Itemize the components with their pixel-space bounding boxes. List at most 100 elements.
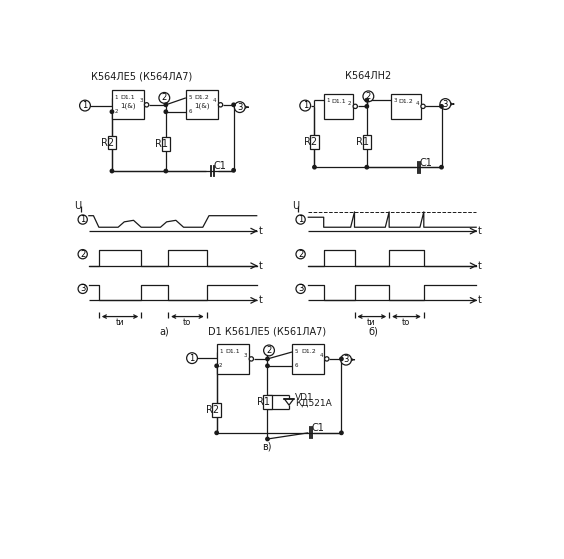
- Text: 5: 5: [294, 349, 298, 354]
- Text: C1: C1: [213, 162, 226, 172]
- Bar: [108, 136, 116, 149]
- Circle shape: [365, 105, 368, 108]
- Text: 3: 3: [80, 285, 85, 293]
- Text: tо: tо: [183, 318, 192, 327]
- Circle shape: [78, 215, 87, 224]
- Text: R2: R2: [303, 137, 317, 147]
- Circle shape: [296, 249, 305, 259]
- Circle shape: [110, 110, 113, 113]
- Text: 1: 1: [190, 354, 195, 363]
- Text: 2: 2: [365, 92, 371, 101]
- Circle shape: [263, 345, 275, 356]
- Circle shape: [365, 98, 368, 102]
- Text: 2: 2: [266, 346, 272, 355]
- Circle shape: [164, 103, 168, 107]
- Text: R1: R1: [356, 137, 369, 147]
- Text: 3: 3: [237, 103, 243, 112]
- Circle shape: [341, 354, 351, 365]
- Text: 3: 3: [343, 355, 349, 364]
- Circle shape: [340, 431, 343, 434]
- Bar: [324, 94, 353, 119]
- Bar: [162, 137, 170, 151]
- Text: 1: 1: [114, 96, 118, 101]
- Text: 1: 1: [80, 215, 85, 224]
- Bar: [263, 395, 272, 409]
- Text: 3: 3: [139, 98, 143, 103]
- Circle shape: [232, 103, 235, 107]
- Text: D1.2: D1.2: [399, 100, 413, 104]
- Bar: [292, 344, 324, 373]
- Text: C1: C1: [420, 158, 433, 168]
- Circle shape: [78, 249, 87, 259]
- Circle shape: [440, 165, 443, 169]
- Circle shape: [215, 364, 218, 367]
- Text: D1.2: D1.2: [301, 349, 316, 354]
- Text: 4: 4: [416, 101, 419, 106]
- Circle shape: [440, 105, 443, 108]
- Text: 1: 1: [82, 101, 87, 110]
- Circle shape: [365, 165, 368, 169]
- Text: 3: 3: [443, 100, 448, 108]
- Text: D1.1: D1.1: [331, 100, 346, 104]
- Circle shape: [421, 104, 425, 108]
- Text: tи: tи: [115, 318, 124, 327]
- Text: VD1: VD1: [295, 393, 314, 402]
- Circle shape: [266, 357, 269, 361]
- Text: U: U: [292, 201, 299, 211]
- Bar: [363, 135, 371, 149]
- Text: 2: 2: [219, 363, 222, 368]
- Circle shape: [159, 92, 170, 103]
- Text: 3: 3: [298, 285, 303, 293]
- Text: D1 К561ЛЕ5 (К561ЛА7): D1 К561ЛЕ5 (К561ЛА7): [208, 326, 326, 336]
- Circle shape: [296, 215, 305, 224]
- Text: а): а): [160, 327, 169, 337]
- Text: 2: 2: [80, 250, 85, 259]
- Circle shape: [300, 100, 311, 111]
- Text: C1: C1: [312, 423, 325, 433]
- Circle shape: [266, 437, 269, 440]
- Circle shape: [218, 103, 223, 107]
- Text: 4: 4: [319, 353, 323, 358]
- Circle shape: [266, 364, 269, 367]
- Text: R2: R2: [206, 405, 219, 415]
- Text: КД521А: КД521А: [295, 399, 332, 408]
- Circle shape: [325, 357, 329, 361]
- Text: 1(&): 1(&): [194, 102, 210, 109]
- Text: D1.1: D1.1: [121, 94, 135, 100]
- Text: D1.2: D1.2: [195, 94, 209, 100]
- Text: 2: 2: [114, 109, 118, 114]
- Bar: [217, 344, 249, 373]
- Text: 1: 1: [326, 98, 329, 103]
- Text: tи: tи: [367, 318, 376, 327]
- Text: t: t: [259, 260, 262, 271]
- Text: 5: 5: [188, 96, 192, 101]
- Text: 2: 2: [298, 250, 303, 259]
- Text: R2: R2: [101, 138, 114, 148]
- Text: 1: 1: [219, 349, 222, 354]
- Text: t: t: [259, 226, 262, 236]
- Text: 3: 3: [394, 98, 397, 103]
- Text: 6: 6: [294, 363, 298, 368]
- Text: 6: 6: [188, 109, 192, 114]
- Circle shape: [215, 431, 218, 434]
- Bar: [112, 90, 144, 120]
- Circle shape: [232, 169, 235, 172]
- Text: К564ЛЕ5 (К564ЛА7): К564ЛЕ5 (К564ЛА7): [91, 72, 192, 81]
- Text: К564ЛН2: К564ЛН2: [345, 72, 391, 81]
- Text: t: t: [478, 260, 482, 271]
- Text: U: U: [74, 201, 82, 211]
- Circle shape: [164, 110, 168, 113]
- Circle shape: [353, 104, 358, 108]
- Circle shape: [363, 91, 374, 102]
- Circle shape: [110, 169, 113, 173]
- Circle shape: [235, 102, 245, 112]
- Circle shape: [249, 357, 253, 361]
- Circle shape: [440, 98, 451, 110]
- Text: D1.1: D1.1: [226, 349, 240, 354]
- Bar: [213, 403, 221, 416]
- Text: 1(&): 1(&): [120, 102, 136, 109]
- Circle shape: [164, 169, 168, 173]
- Text: 3: 3: [244, 353, 248, 358]
- Text: 4: 4: [213, 98, 217, 103]
- Text: t: t: [259, 295, 262, 305]
